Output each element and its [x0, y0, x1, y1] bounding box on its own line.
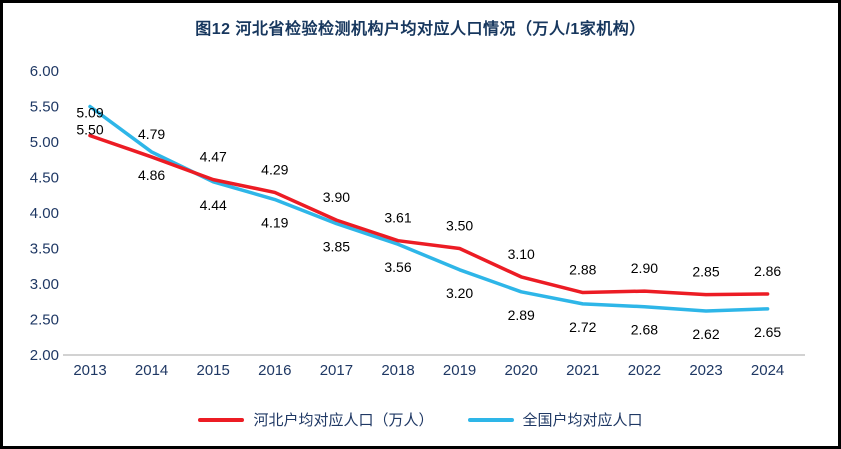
hebei-line-swatch: [198, 417, 245, 422]
data-label: 2.86: [754, 263, 781, 279]
x-axis-tick-label: 2018: [381, 362, 414, 379]
y-axis-tick-label: 3.00: [30, 276, 59, 293]
national-line-swatch: [467, 417, 514, 422]
y-axis-tick-label: 5.00: [30, 134, 59, 151]
y-axis-tick-label: 6.00: [30, 63, 59, 80]
national-series-line: [88, 104, 770, 313]
x-axis-tick-label: 2022: [628, 362, 661, 379]
data-label: 5.09: [76, 105, 103, 121]
x-axis-tick-label: 2021: [566, 362, 599, 379]
data-label: 2.90: [631, 260, 658, 276]
data-label: 5.50: [76, 122, 103, 138]
data-label: 3.10: [508, 246, 535, 262]
data-label: 4.86: [138, 167, 165, 183]
legend-label-hebei: 河北户均对应人口（万人）: [253, 412, 434, 429]
data-label: 3.20: [446, 285, 473, 301]
data-label: 3.50: [446, 218, 473, 234]
legend-label-national: 全国户均对应人口: [522, 412, 643, 429]
data-label: 4.29: [261, 161, 288, 177]
x-axis-tick-label: 2014: [135, 362, 168, 379]
x-axis-tick-label: 2013: [73, 362, 106, 379]
chart-title: 图12 河北省检验检测机构户均对应人口情况（万人/1家机构）: [195, 21, 646, 38]
x-axis-tick-label: 2015: [197, 362, 230, 379]
data-label: 3.61: [384, 210, 411, 226]
data-label: 2.72: [569, 319, 596, 335]
y-axis-tick-label: 4.50: [30, 170, 59, 187]
x-axis-tick-label: 2024: [751, 362, 784, 379]
y-axis-tick-label: 2.50: [30, 312, 59, 329]
y-axis-tick-label: 5.50: [30, 99, 59, 116]
x-axis-tick-label: 2016: [258, 362, 291, 379]
x-axis-tick-label: 2019: [443, 362, 476, 379]
legend-item-hebei: 河北户均对应人口（万人）: [198, 409, 434, 430]
data-label: 4.79: [138, 126, 165, 142]
data-label: 3.85: [323, 239, 350, 255]
data-label: 4.47: [200, 149, 227, 165]
data-label: 2.88: [569, 262, 596, 278]
hebei-series-line: [88, 133, 770, 297]
data-label: 2.89: [508, 307, 535, 323]
legend: 河北户均对应人口（万人） 全国户均对应人口: [3, 409, 838, 430]
data-label: 2.85: [692, 264, 719, 280]
y-axis-tick-label: 4.00: [30, 205, 59, 222]
data-label: 2.65: [754, 324, 781, 340]
y-axis-tick-label: 3.50: [30, 241, 59, 258]
chart-svg: 6.00 5.50 5.00 4.50 4.00 3.50 3.00 2.50 2.00 2013…: [30, 63, 805, 379]
data-label: 4.19: [261, 215, 288, 231]
x-axis-tick-label: 2020: [505, 362, 538, 379]
x-axis-tick-label: 2023: [689, 362, 722, 379]
data-label: 3.90: [323, 189, 350, 205]
y-axis-tick-label: 2.00: [30, 347, 59, 364]
data-label: 2.68: [631, 322, 658, 338]
x-axis-tick-label: 2017: [320, 362, 353, 379]
data-label: 3.56: [384, 259, 411, 275]
legend-item-national: 全国户均对应人口: [467, 409, 643, 430]
data-label: 2.62: [692, 326, 719, 342]
data-label: 4.44: [200, 197, 227, 213]
